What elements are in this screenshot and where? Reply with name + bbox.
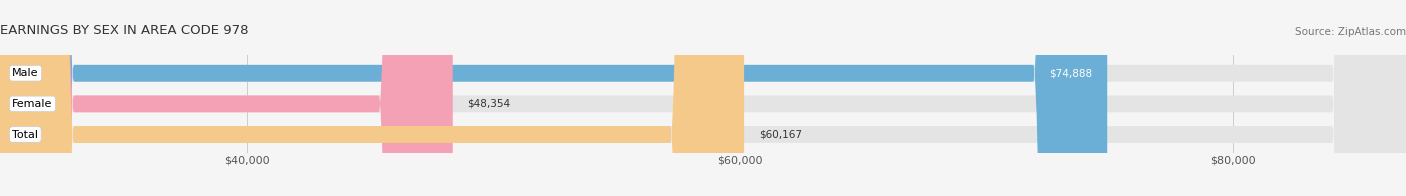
Text: Total: Total xyxy=(13,130,38,140)
FancyBboxPatch shape xyxy=(0,0,453,196)
Text: Female: Female xyxy=(13,99,52,109)
Text: Source: ZipAtlas.com: Source: ZipAtlas.com xyxy=(1295,27,1406,37)
Text: $74,888: $74,888 xyxy=(1049,68,1092,78)
Text: $48,354: $48,354 xyxy=(468,99,510,109)
FancyBboxPatch shape xyxy=(0,0,1108,196)
FancyBboxPatch shape xyxy=(0,0,744,196)
Text: EARNINGS BY SEX IN AREA CODE 978: EARNINGS BY SEX IN AREA CODE 978 xyxy=(0,24,249,37)
Text: Male: Male xyxy=(13,68,39,78)
Text: $60,167: $60,167 xyxy=(759,130,801,140)
